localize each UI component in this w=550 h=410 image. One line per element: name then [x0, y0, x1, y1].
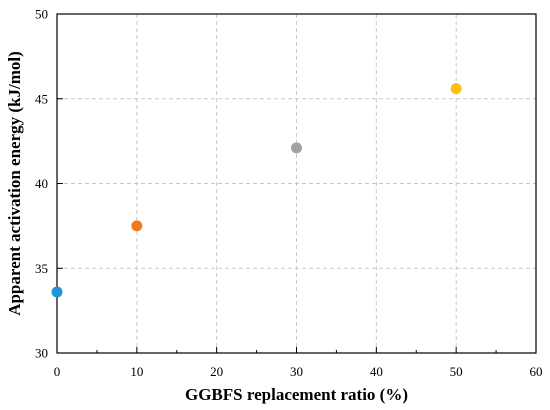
- data-point: [291, 142, 302, 154]
- y-tick-label: 50: [35, 7, 48, 22]
- y-tick-label: 30: [35, 346, 48, 361]
- x-tick-label: 30: [290, 364, 303, 379]
- x-tick-label: 20: [210, 364, 223, 379]
- y-tick-label: 35: [35, 261, 48, 276]
- data-point: [131, 220, 143, 232]
- x-tick-label: 10: [130, 364, 143, 379]
- x-tick-labels: 0 10 20 30 40 50 60: [54, 364, 543, 379]
- x-tick-label: 60: [530, 364, 543, 379]
- data-points: [51, 83, 462, 298]
- y-tick-label: 40: [35, 176, 48, 191]
- gridlines: [57, 14, 536, 353]
- x-tick-label: 50: [450, 364, 463, 379]
- data-point: [450, 83, 462, 95]
- y-tick-label: 45: [35, 91, 48, 106]
- x-axis-title: GGBFS replacement ratio (%): [185, 385, 408, 404]
- x-tick-label: 40: [370, 364, 383, 379]
- y-tick-labels: 30 35 40 45 50: [35, 7, 48, 361]
- data-point: [51, 286, 63, 298]
- axis-ticks: [56, 13, 537, 354]
- x-tick-label: 0: [54, 364, 61, 379]
- y-axis-title: Apparent activation energy (kJ/mol): [5, 51, 24, 316]
